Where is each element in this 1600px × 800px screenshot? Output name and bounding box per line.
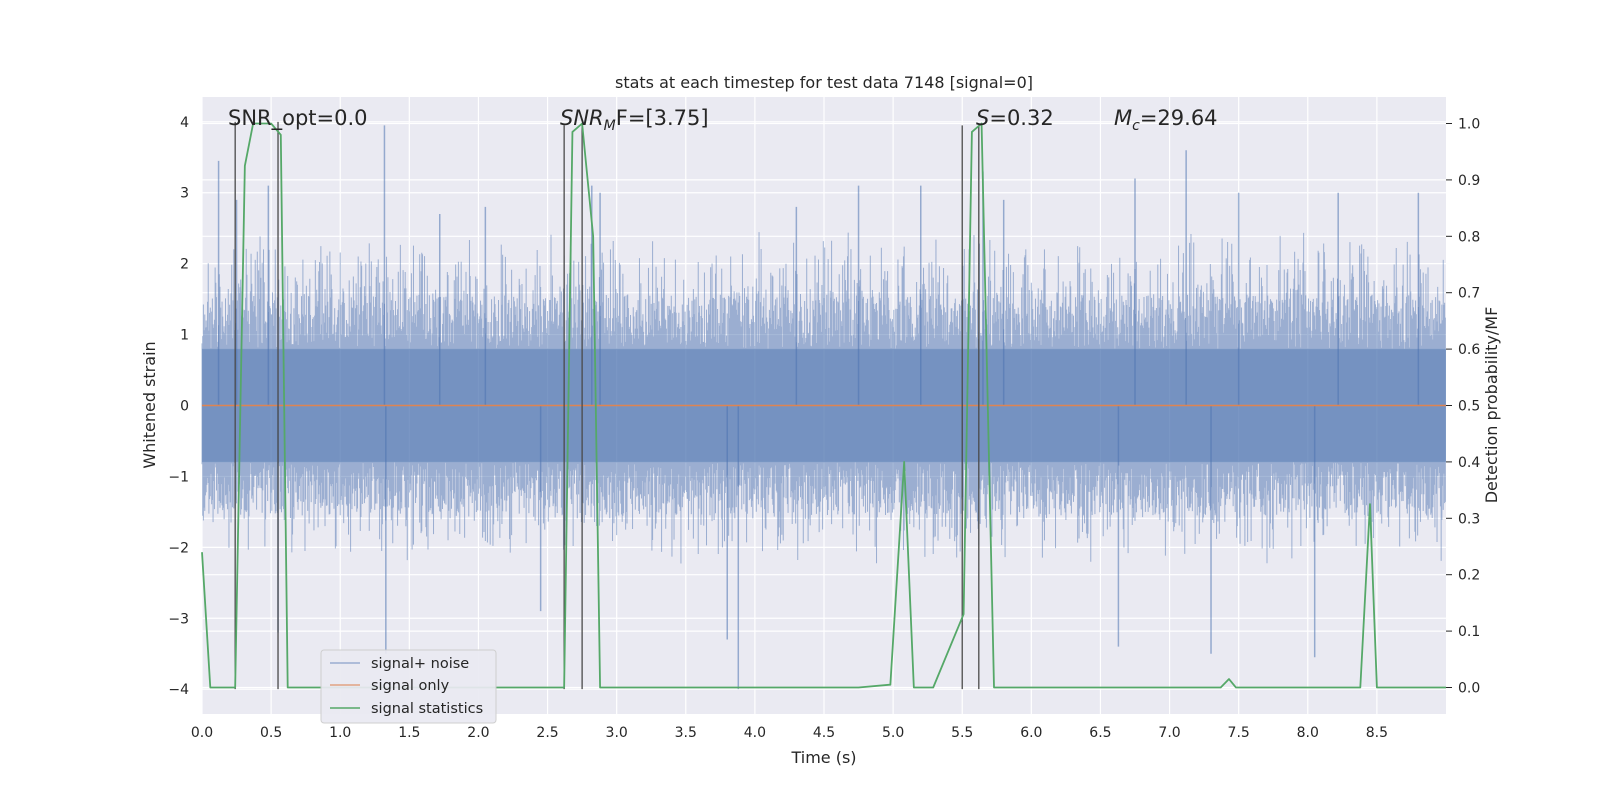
y-tick-label-1: 3 — [180, 186, 189, 202]
series-signal-noise — [201, 232, 1446, 564]
y-right-tick-label-3: 0.7 — [1458, 286, 1480, 302]
annotation-s-stat: S=0.32 — [976, 106, 1054, 130]
x-tick-label-3: 1.5 — [398, 725, 420, 741]
x-tick-label-10: 5.0 — [882, 725, 904, 741]
x-tick-label-12: 6.0 — [1020, 725, 1042, 741]
annotation-snr-mf: SNRMF=[3.75] — [560, 106, 709, 134]
ticks-layer: 0.0 0.5 1.0 1.5 2.0 2.5 3.0 3.5 4.0 4.5 5.0 5.5 6.0 6… — [168, 115, 1480, 741]
annotation-mc-base: M — [1114, 106, 1132, 130]
y-axis-label: Whitened strain — [140, 341, 159, 468]
y-tick-label-6: −2 — [168, 540, 189, 556]
x-tick-label-14: 7.0 — [1158, 725, 1180, 741]
annotation-mc-sub: c — [1132, 118, 1140, 134]
x-tick-label-15: 7.5 — [1228, 725, 1250, 741]
y-right-tick-label-2: 0.8 — [1458, 229, 1480, 245]
legend-label-signal-only: signal only — [371, 678, 450, 694]
y-right-tick-label-1: 0.9 — [1458, 173, 1480, 189]
legend: signal+ noise signal only signal statist… — [320, 649, 497, 724]
x-axis-label: Time (s) — [790, 748, 856, 767]
x-tick-label-7: 3.5 — [675, 725, 697, 741]
y-right-tick-label-9: 0.1 — [1458, 624, 1480, 640]
annotation-snr-mf-rest: F=[3.75] — [616, 106, 709, 130]
x-tick-label-4: 2.0 — [467, 725, 489, 741]
y-tick-label-7: −3 — [168, 611, 189, 627]
y-tick-label-5: −1 — [168, 469, 189, 485]
x-tick-label-13: 6.5 — [1089, 725, 1111, 741]
y-tick-label-8: −4 — [168, 682, 189, 698]
y-tick-label-2: 2 — [180, 257, 189, 273]
y-right-tick-label-0: 1.0 — [1458, 117, 1480, 133]
y-tick-label-3: 1 — [180, 328, 189, 344]
x-tick-label-6: 3.0 — [606, 725, 628, 741]
annotation-mc: Mc=29.64 — [1114, 106, 1218, 134]
legend-label-noise: signal+ noise — [371, 656, 469, 672]
annotation-snr-mf-sub: M — [604, 118, 616, 134]
x-tick-label-16: 8.0 — [1297, 725, 1319, 741]
y-right-tick-label-8: 0.2 — [1458, 568, 1480, 584]
x-tick-label-5: 2.5 — [536, 725, 558, 741]
annotation-snr-opt: SNR_opt=0.0 — [228, 106, 368, 131]
x-tick-label-8: 4.0 — [744, 725, 766, 741]
series-layer — [201, 121, 1446, 690]
y-right-tick-label-7: 0.3 — [1458, 511, 1480, 527]
series-signal-statistics — [201, 122, 1446, 689]
legend-box — [320, 649, 497, 724]
x-tick-label-17: 8.5 — [1366, 725, 1388, 741]
annotation-s-rest: =0.32 — [989, 106, 1053, 130]
x-tick-label-1: 0.5 — [260, 725, 282, 741]
y-tick-label-4: 0 — [180, 399, 189, 415]
y-right-tick-label-10: 0.0 — [1458, 680, 1480, 696]
y-tick-label-0: 4 — [180, 115, 189, 131]
y-right-axis-label: Detection probability/MF — [1482, 307, 1501, 504]
y-right-tick-label-5: 0.5 — [1458, 399, 1480, 415]
x-tick-label-11: 5.5 — [951, 725, 973, 741]
annotation-mc-rest: =29.64 — [1140, 106, 1218, 130]
y-right-tick-label-6: 0.4 — [1458, 455, 1480, 471]
legend-label-statistics: signal statistics — [371, 701, 483, 717]
y-right-tick-label-4: 0.6 — [1458, 342, 1480, 358]
annotation-snr-mf-base: SNR — [560, 106, 604, 130]
x-tick-label-9: 4.5 — [813, 725, 835, 741]
x-tick-label-2: 1.0 — [329, 725, 351, 741]
annotation-s-base: S — [976, 106, 989, 130]
x-tick-label-0: 0.0 — [191, 725, 213, 741]
chart-title: stats at each timestep for test data 714… — [615, 73, 1033, 92]
